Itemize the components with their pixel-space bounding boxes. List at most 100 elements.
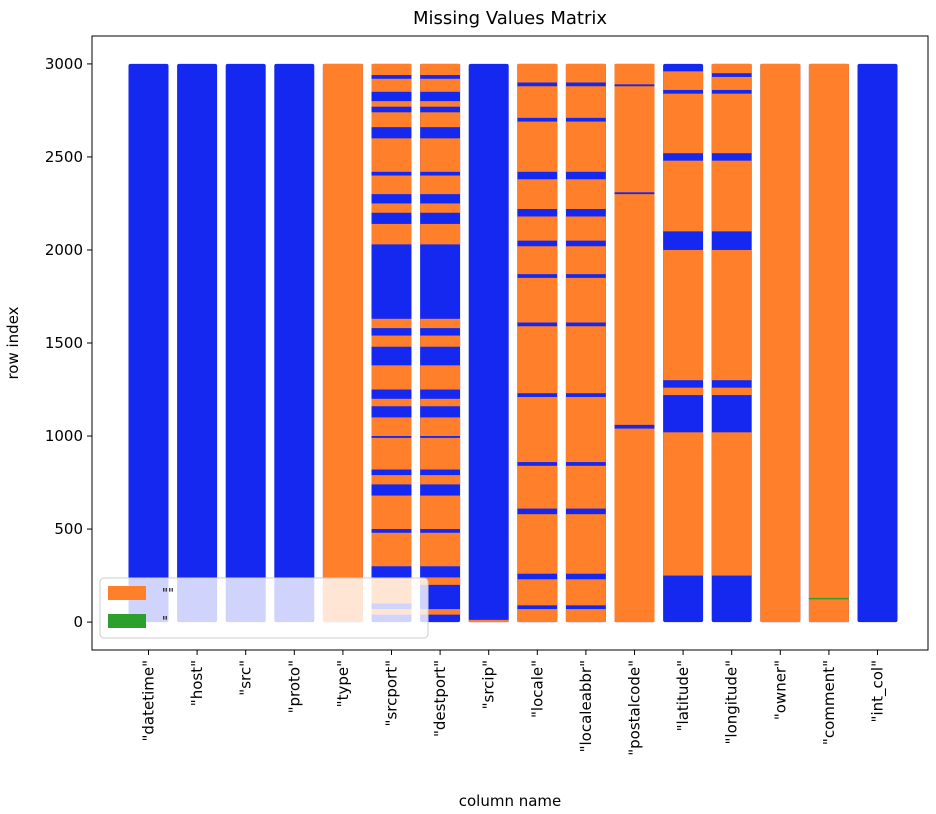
missing-segment: [711, 93, 752, 154]
missing-segment: [517, 609, 558, 623]
missing-segment: [371, 112, 412, 128]
empty-string-segment: [808, 597, 849, 600]
missing-segment: [517, 326, 558, 394]
column-latitude: [663, 63, 704, 623]
column-datetime: [128, 63, 169, 623]
missing-segment: [371, 318, 412, 329]
y-tick-label: 1500: [45, 334, 83, 352]
column-longitude: [711, 63, 752, 623]
missing-segment: [663, 249, 704, 381]
missing-segment: [420, 609, 461, 615]
x-tick-label: "srcport": [383, 660, 401, 726]
x-tick-label: "type": [334, 660, 352, 707]
missing-segment: [371, 101, 412, 107]
legend-swatch-empty-string: [108, 614, 146, 628]
plot-frame: [91, 35, 929, 651]
present-bar: [128, 63, 169, 623]
column-type: [322, 63, 363, 623]
missing-segment: [663, 93, 704, 154]
present-bar: [857, 63, 898, 623]
missing-segment: [420, 78, 461, 92]
missing-segment: [565, 216, 606, 241]
y-axis: 0 500 1000 1500 2000 2500 3000: [45, 55, 92, 631]
x-tick-label: "srcip": [480, 660, 498, 709]
legend: "" ": [99, 577, 429, 639]
column-owner: [760, 63, 801, 623]
missing-segment: [517, 277, 558, 323]
missing-segment: [711, 160, 752, 232]
x-tick-label: "localeabbr": [577, 660, 595, 752]
y-tick-label: 0: [73, 613, 83, 631]
missing-segment: [711, 387, 752, 396]
missing-segment: [371, 203, 412, 213]
column-locale: [517, 63, 558, 623]
x-axis: "datetime" "host" "src" "proto" "type" "srcpo…: [140, 650, 888, 756]
missing-segment: [420, 335, 461, 347]
x-tick-label: "owner": [771, 660, 789, 720]
missing-segment: [711, 249, 752, 381]
column-destport: [420, 63, 461, 623]
missing-segment: [565, 609, 606, 623]
missing-segment: [517, 216, 558, 241]
missing-segment: [565, 63, 606, 83]
missing-segment: [371, 335, 412, 347]
missing-segment: [760, 63, 801, 623]
missing-segment: [614, 428, 655, 623]
y-tick-label: 1000: [45, 427, 83, 445]
missing-segment: [517, 179, 558, 210]
missing-segment: [420, 318, 461, 329]
legend-box: [99, 577, 429, 639]
x-tick-label: "comment": [820, 660, 838, 745]
missing-segment: [420, 112, 461, 128]
column-int-col: [857, 63, 898, 623]
missing-segment: [420, 532, 461, 567]
missing-segment: [614, 194, 655, 425]
y-tick-label: 2000: [45, 241, 83, 259]
missing-segment: [663, 432, 704, 576]
missing-segment: [371, 475, 412, 485]
missing-segment: [565, 179, 606, 210]
missing-segment: [711, 76, 752, 90]
x-tick-label: "longitude": [723, 660, 741, 744]
missing-segment: [614, 63, 655, 85]
missing-segment: [565, 86, 606, 118]
y-tick-label: 500: [54, 520, 83, 538]
missing-segment: [371, 532, 412, 567]
missing-segment: [565, 326, 606, 394]
missing-segment: [420, 101, 461, 107]
legend-label-empty-string: ": [162, 615, 168, 630]
x-tick-label: "latitude": [674, 660, 692, 731]
x-tick-label: "host": [188, 660, 206, 706]
missing-segment: [517, 514, 558, 574]
missing-segment: [663, 387, 704, 396]
missing-segment: [371, 78, 412, 92]
missing-segment: [517, 86, 558, 118]
missing-segment: [565, 121, 606, 172]
missing-segment: [371, 138, 412, 172]
y-tick-label: 3000: [45, 55, 83, 73]
missing-segment: [565, 246, 606, 275]
column-src: [225, 63, 266, 623]
column-srcip: [468, 63, 509, 623]
x-tick-label: "datetime": [140, 660, 158, 742]
missing-segment: [808, 63, 849, 623]
missing-segment: [517, 121, 558, 172]
legend-label-missing: "": [162, 587, 174, 602]
y-tick-label: 2500: [45, 148, 83, 166]
column-srcport: [371, 63, 412, 623]
legend-swatch-missing: [108, 586, 146, 600]
column-comment: [808, 63, 849, 623]
missing-segment: [614, 86, 655, 193]
missing-segment: [371, 63, 412, 76]
missing-segment: [420, 365, 461, 390]
x-tick-label: "destport": [431, 660, 449, 737]
missing-segment: [711, 63, 752, 74]
missing-segment: [371, 417, 412, 437]
missing-segment: [565, 277, 606, 323]
missing-segment: [565, 396, 606, 463]
missing-segment: [517, 246, 558, 275]
y-axis-title: row index: [4, 306, 22, 379]
missing-segment: [420, 63, 461, 76]
missing-segment: [420, 223, 461, 245]
missing-segment: [371, 175, 412, 195]
